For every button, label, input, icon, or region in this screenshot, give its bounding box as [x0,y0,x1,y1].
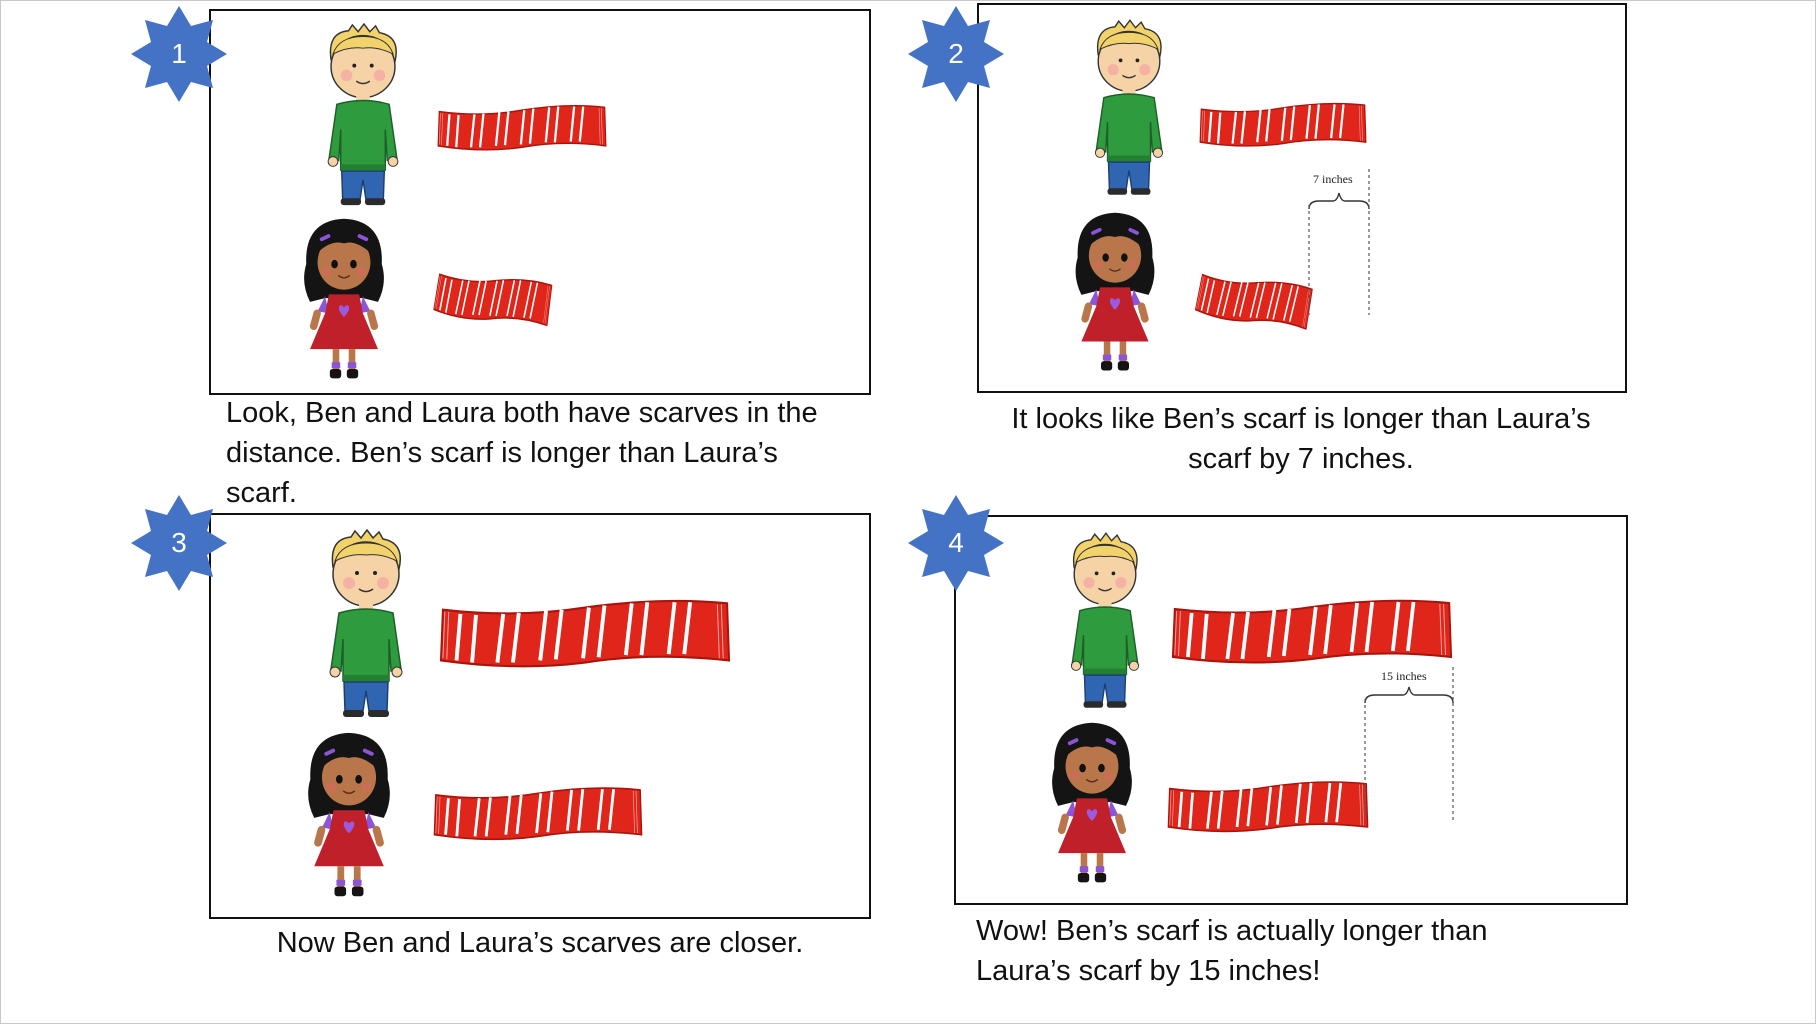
measure-bracket-7-inches: 7 inches [1307,139,1371,317]
panel-3-frame [209,513,871,919]
measure-label-15: 15 inches [1381,669,1427,683]
measure-label-7: 7 inches [1313,172,1353,186]
ben-scarf-panel-3 [439,597,731,671]
ben-figure-panel-3 [319,529,413,719]
panel-1-number-badge: 1 [131,6,227,102]
bracket-icon [1308,139,1370,315]
ben-figure-panel-2 [1087,19,1171,197]
laura-scarf-panel-3 [433,785,643,843]
laura-figure-panel-3 [297,729,401,903]
ben-figure-panel-4 [1063,531,1147,711]
panel-3-caption: Now Ben and Laura’s scarves are closer. [276,927,804,959]
panel-4-number: 4 [948,527,964,558]
laura-figure-panel-2 [1061,209,1169,377]
ben-scarf-panel-1 [437,103,607,153]
panel-2-number-badge: 2 [908,6,1004,102]
laura-scarf-panel-4 [1167,779,1369,835]
panel-1-number: 1 [171,38,187,69]
panel-3-number: 3 [171,527,187,558]
panel-4-caption: Wow! Ben’s scarf is actually longer than… [976,915,1488,987]
bracket-icon [1364,625,1454,821]
panel-3-number-badge: 3 [131,495,227,591]
panel-4-number-badge: 4 [908,495,1004,591]
panel-1-caption: Look, Ben and Laura both have scarves in… [226,397,818,509]
ben-scarf-panel-2 [1199,101,1367,149]
panel-2-number: 2 [948,38,964,69]
ben-figure-panel-1 [319,23,407,207]
laura-figure-panel-4 [1037,719,1147,889]
measure-bracket-15-inches: 15 inches [1363,625,1455,823]
panel-2-caption: It looks like Ben’s scarf is longer than… [1011,403,1591,475]
ben-scarf-panel-4 [1171,597,1453,667]
laura-figure-panel-1 [295,215,393,385]
